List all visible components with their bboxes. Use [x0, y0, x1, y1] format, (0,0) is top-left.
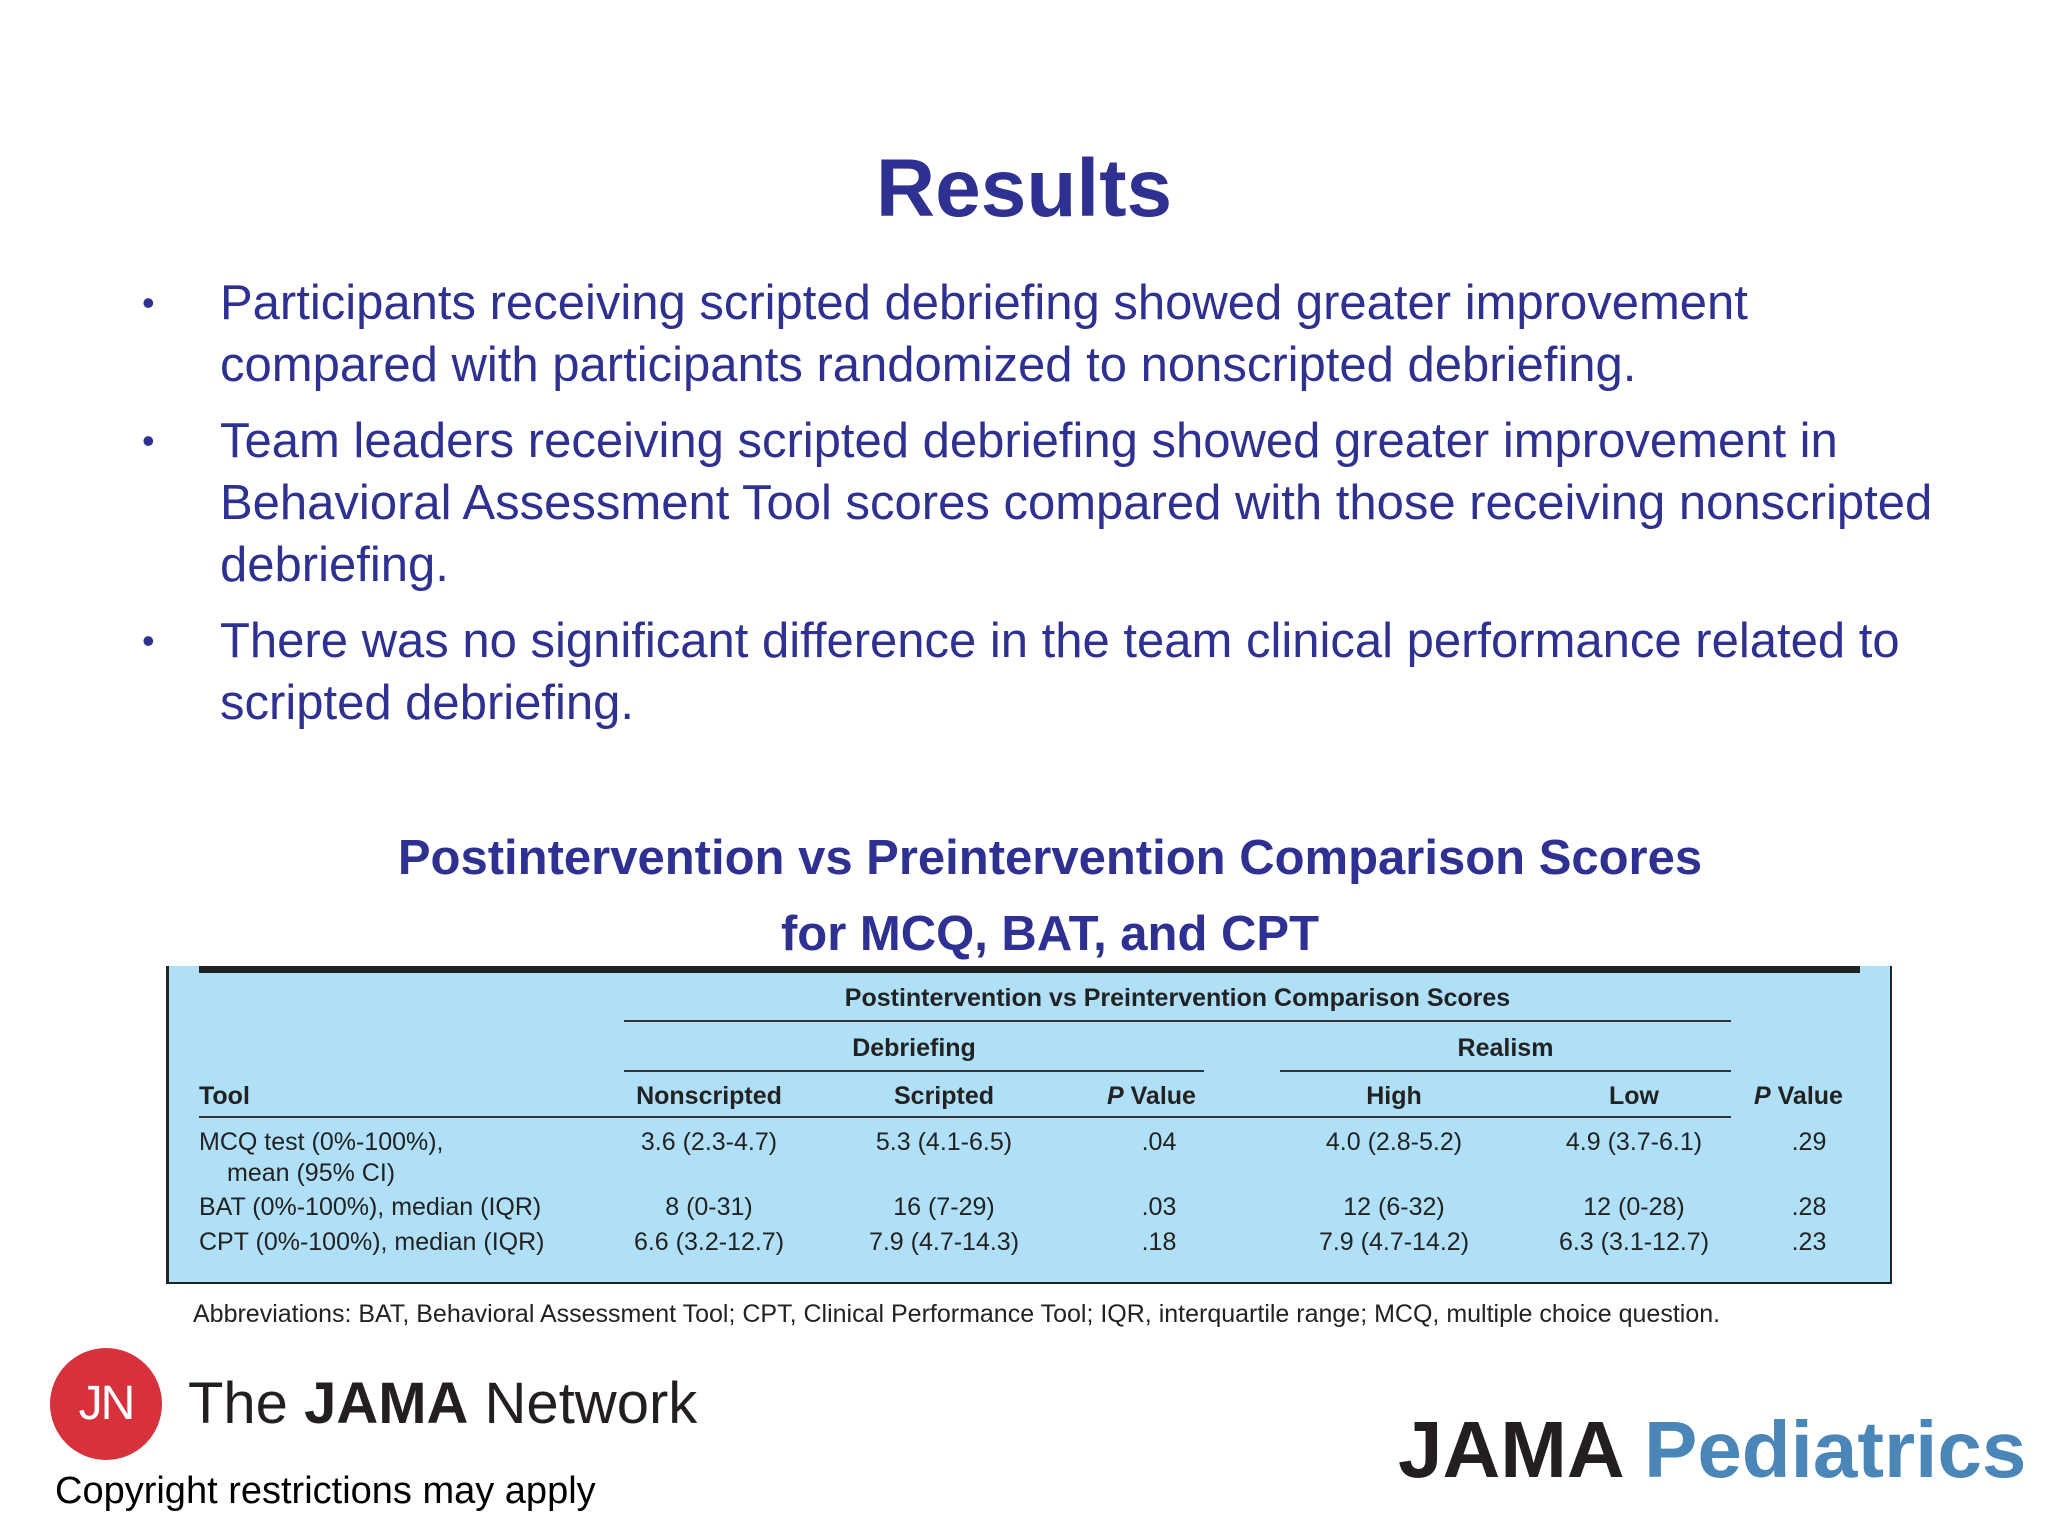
bullet-dot-icon: •: [142, 620, 155, 661]
column-header-p-value-realism: P Value: [1754, 1080, 1843, 1112]
table-heading: Postintervention vs Preintervention Comp…: [155, 820, 1945, 972]
group-header-debriefing: Debriefing: [852, 1034, 976, 1062]
table-row-cpt-tool: CPT (0%-100%), median (IQR): [199, 1228, 545, 1256]
jn-logo-text: JN: [78, 1377, 136, 1430]
table-cell: 3.6 (2.3-4.7): [640, 1128, 778, 1156]
table-cell: 4.9 (3.7-6.1): [1565, 1128, 1703, 1156]
table-cell: .03: [1141, 1193, 1177, 1221]
bullet-text: There was no significant difference in t…: [220, 614, 1900, 730]
bullet-dot-icon: •: [142, 420, 155, 461]
p-value-label: Value: [1777, 1082, 1843, 1110]
debriefing-rule: [624, 1070, 1204, 1072]
realism-rule: [1280, 1070, 1731, 1072]
network-the: The: [188, 1371, 288, 1436]
table-row-mcq-tool-line2: mean (95% CI): [227, 1159, 396, 1187]
table-row-bat-tool: BAT (0%-100%), median (IQR): [199, 1193, 542, 1221]
jn-logo-icon: JN: [50, 1348, 162, 1460]
header-rule: [199, 1116, 1731, 1118]
column-header-p-value-debriefing: P Value: [1107, 1080, 1196, 1112]
table-cell: 6.6 (3.2-12.7): [633, 1228, 785, 1256]
column-header-scripted: Scripted: [893, 1082, 995, 1110]
column-header-nonscripted: Nonscripted: [636, 1082, 782, 1110]
p-italic: P: [1107, 1082, 1124, 1110]
spanner-header: Postintervention vs Preintervention Comp…: [844, 984, 1511, 1012]
table-cell: 16 (7-29): [893, 1193, 995, 1221]
table-cell: .18: [1141, 1228, 1177, 1256]
p-value-label: Value: [1130, 1082, 1196, 1110]
column-header-low: Low: [1609, 1082, 1659, 1110]
table-abbreviations: Abbreviations: BAT, Behavioral Assessmen…: [193, 1300, 1721, 1328]
column-header-high: High: [1366, 1082, 1422, 1110]
table-cell: 7.9 (4.7-14.2): [1318, 1228, 1470, 1256]
spanner-rule: [624, 1020, 1731, 1022]
table-cell: 4.0 (2.8-5.2): [1325, 1128, 1463, 1156]
table-cell: 7.9 (4.7-14.3): [868, 1228, 1020, 1256]
table-cell: .29: [1791, 1128, 1827, 1156]
table-heading-line2: for MCQ, BAT, and CPT: [780, 907, 1320, 961]
comparison-table: Postintervention vs Preintervention Comp…: [166, 966, 1892, 1284]
p-italic: P: [1754, 1082, 1771, 1110]
table-cell: 12 (6-32): [1343, 1193, 1445, 1221]
table-cell: .28: [1791, 1193, 1827, 1221]
brand-pediatrics: Pediatrics: [1643, 1405, 2027, 1494]
table-cell: 12 (0-28): [1583, 1193, 1685, 1221]
jama-pediatrics-logo: JAMA Pediatrics: [1398, 1404, 2026, 1496]
table-cell: .23: [1791, 1228, 1827, 1256]
results-bullet-list: • Participants receiving scripted debrief…: [140, 272, 1970, 748]
group-header-realism: Realism: [1457, 1034, 1554, 1062]
jama-network-logo: The JAMA Network: [188, 1370, 697, 1437]
table-cell: 5.3 (4.1-6.5): [875, 1128, 1013, 1156]
table-row-mcq-tool: MCQ test (0%-100%),: [199, 1128, 444, 1156]
bullet-item: • Participants receiving scripted debrief…: [140, 272, 1970, 396]
network-word: Network: [484, 1371, 698, 1436]
table-top-rule: [199, 966, 1860, 973]
bullet-dot-icon: •: [142, 282, 155, 323]
table-cell: 6.3 (3.1-12.7): [1558, 1228, 1710, 1256]
bullet-text: Team leaders receiving scripted debriefi…: [220, 414, 1933, 592]
slide-title: Results: [875, 143, 1173, 234]
brand-jama: JAMA: [1398, 1405, 1622, 1494]
table-cell: .04: [1141, 1128, 1177, 1156]
bullet-item: • Team leaders receiving scripted debrief…: [140, 410, 1970, 596]
bullet-item: • There was no significant difference in …: [140, 610, 1970, 734]
column-header-tool: Tool: [199, 1082, 250, 1110]
table-cell: 8 (0-31): [665, 1193, 753, 1221]
network-jama: JAMA: [304, 1371, 469, 1436]
bullet-text: Participants receiving scripted debriefi…: [220, 276, 1748, 392]
table-heading-line1: Postintervention vs Preintervention Comp…: [397, 831, 1703, 885]
copyright-notice: Copyright restrictions may apply: [55, 1470, 596, 1512]
